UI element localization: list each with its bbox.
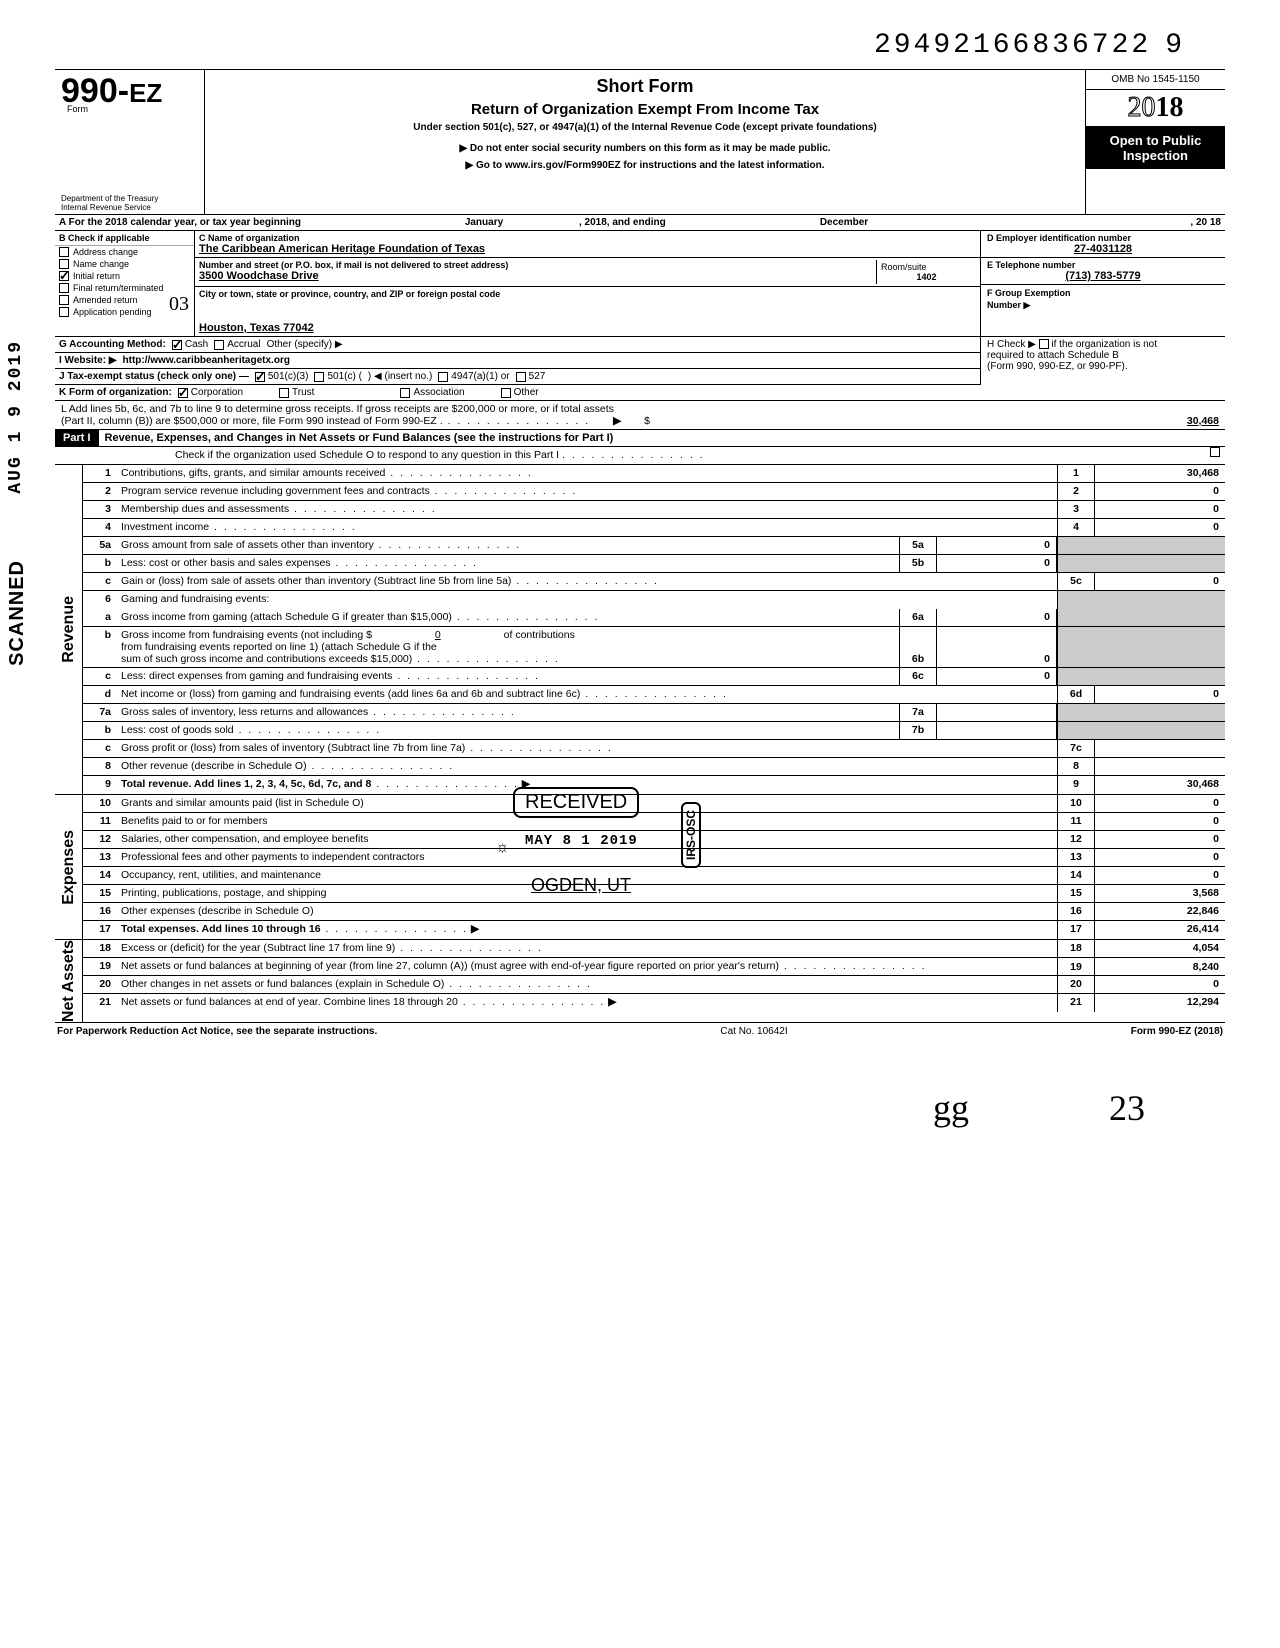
chk-accrual[interactable] bbox=[214, 340, 224, 350]
row-j-tax-status: J Tax-exempt status (check only one) — 5… bbox=[55, 369, 980, 385]
row-g-accounting: G Accounting Method: Cash Accrual Other … bbox=[55, 337, 980, 353]
ein-value: 27-4031128 bbox=[987, 243, 1219, 255]
scan-date-stamp: AUG 1 9 2019 bbox=[6, 340, 26, 494]
org-name-label: C Name of organization bbox=[199, 233, 976, 243]
title-return: Return of Organization Exempt From Incom… bbox=[215, 101, 1075, 118]
scanned-stamp: SCANNED bbox=[6, 560, 29, 666]
chk-cash[interactable] bbox=[172, 340, 182, 350]
row-k-org-form: K Form of organization: Corporation Trus… bbox=[55, 385, 1225, 401]
city-value: Houston, Texas 77042 bbox=[199, 322, 976, 334]
chk-schedule-b[interactable] bbox=[1039, 339, 1049, 349]
chk-initial-return[interactable] bbox=[59, 271, 69, 281]
side-label-expenses: Expenses bbox=[55, 795, 83, 939]
instr-ssn: ▶ Do not enter social security numbers o… bbox=[215, 143, 1075, 154]
row-a-tax-year: A For the 2018 calendar year, or tax yea… bbox=[55, 215, 1225, 231]
chk-corporation[interactable] bbox=[178, 388, 188, 398]
website-value: http://www.caribbeanheritagetx.org bbox=[123, 355, 290, 366]
schedule-o-check-text: Check if the organization used Schedule … bbox=[175, 449, 559, 461]
chk-final-return[interactable] bbox=[59, 283, 69, 293]
omb-number: OMB No 1545-1150 bbox=[1086, 70, 1225, 90]
chk-501c3[interactable] bbox=[255, 372, 265, 382]
subtitle: Under section 501(c), 527, or 4947(a)(1)… bbox=[215, 122, 1075, 133]
side-label-net-assets: Net Assets bbox=[55, 940, 83, 1022]
group-number-label: Number ▶ bbox=[987, 300, 1030, 310]
chk-trust[interactable] bbox=[279, 388, 289, 398]
irs-label: Internal Revenue Service bbox=[61, 203, 198, 212]
chk-address-change[interactable] bbox=[59, 247, 69, 257]
room-value: 1402 bbox=[881, 272, 972, 282]
phone-value: (713) 783-5779 bbox=[987, 270, 1219, 282]
phone-label: E Telephone number bbox=[987, 260, 1219, 270]
chk-4947[interactable] bbox=[438, 372, 448, 382]
part-1-header: Part I Revenue, Expenses, and Changes in… bbox=[55, 430, 1225, 447]
tax-year: 2018 bbox=[1086, 90, 1225, 127]
org-name-value: The Caribbean American Heritage Foundati… bbox=[199, 243, 976, 255]
ein-label: D Employer identification number bbox=[987, 233, 1219, 243]
footer: For Paperwork Reduction Act Notice, see … bbox=[55, 1023, 1225, 1037]
row-h-schedule-b: H Check ▶ if the organization is not bbox=[987, 339, 1219, 350]
dept-treasury: Department of the Treasury bbox=[61, 194, 198, 203]
gross-receipts-value: 30,468 bbox=[1095, 413, 1225, 429]
chk-amended[interactable] bbox=[59, 295, 69, 305]
chk-association[interactable] bbox=[400, 388, 410, 398]
title-short-form: Short Form bbox=[215, 76, 1075, 97]
handwritten-03: 03 bbox=[169, 293, 946, 316]
side-label-revenue: Revenue bbox=[55, 465, 83, 794]
col-b-checkboxes: B Check if applicable Address change Nam… bbox=[55, 231, 195, 336]
chk-schedule-o[interactable] bbox=[1210, 447, 1220, 457]
chk-other[interactable] bbox=[501, 388, 511, 398]
group-exempt-label: F Group Exemption bbox=[987, 288, 1071, 298]
chk-501c[interactable] bbox=[314, 372, 324, 382]
instr-url: ▶ Go to www.irs.gov/Form990EZ for instru… bbox=[215, 160, 1075, 171]
chk-527[interactable] bbox=[516, 372, 526, 382]
dln: 294921668367229 bbox=[55, 30, 1225, 61]
addr-value: 3500 Woodchase Drive bbox=[199, 270, 876, 282]
handwritten-initials: gg 23 bbox=[55, 1037, 1225, 1129]
open-to-public: Open to Public Inspection bbox=[1086, 127, 1225, 169]
row-i-website: I Website: ▶ http://www.caribbeanheritag… bbox=[55, 353, 980, 369]
form-prefix: Form bbox=[67, 104, 88, 114]
row-l-gross-receipts: L Add lines 5b, 6c, and 7b to line 9 to … bbox=[55, 401, 1225, 430]
addr-label: Number and street (or P.O. box, if mail … bbox=[199, 260, 876, 270]
chk-pending[interactable] bbox=[59, 307, 69, 317]
room-label: Room/suite bbox=[881, 262, 972, 272]
form-header: Form 990-EZ Department of the Treasury I… bbox=[55, 70, 1225, 215]
